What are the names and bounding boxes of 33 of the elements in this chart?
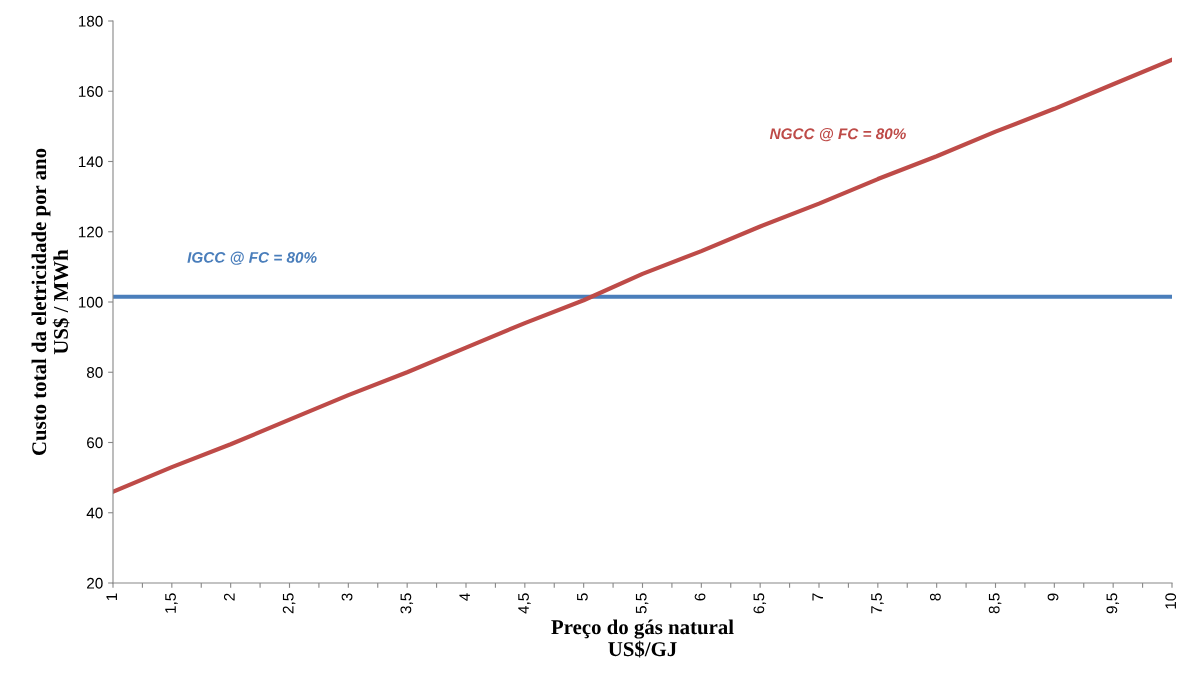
line-series bbox=[113, 57, 1172, 494]
y-tick-label: 60 bbox=[87, 437, 103, 449]
y-tick-label: 120 bbox=[78, 226, 103, 238]
x-tick-label: 6,5 bbox=[753, 593, 767, 614]
x-tick-label: 9,5 bbox=[1106, 593, 1120, 614]
y-tick-label: 140 bbox=[78, 156, 103, 168]
x-tick-label: 2,5 bbox=[282, 593, 296, 614]
y-tick-label: 160 bbox=[78, 86, 103, 97]
x-tick-label: 9 bbox=[1047, 593, 1059, 601]
x-tick-label: 3 bbox=[341, 593, 353, 601]
y-tick-label: 100 bbox=[78, 296, 103, 308]
y-tick-label: 80 bbox=[86, 367, 103, 378]
x-tick-label: 2 bbox=[223, 593, 235, 601]
x-tick-label: 10 bbox=[1165, 593, 1177, 609]
x-axis-title: Preço do gás natural US$/GJ bbox=[551, 619, 734, 658]
x-tick-label: 5 bbox=[577, 593, 588, 601]
text: IGCC @ FC = 80% bbox=[187, 251, 317, 265]
y-tick-label: 20 bbox=[87, 577, 103, 589]
x-tick-label: 8,5 bbox=[988, 593, 1002, 614]
x-tick-label: 8 bbox=[929, 593, 941, 601]
x-tick-label: 6 bbox=[694, 593, 706, 601]
x-tick-label: 7 bbox=[812, 593, 823, 601]
series-label: NGCC @ FC = 80% bbox=[769, 127, 906, 142]
x-tick-label: 1 bbox=[106, 593, 117, 601]
y-axis-title: Custo total da eletricidade por ano US$ / MWh bbox=[31, 148, 70, 456]
x-tick-label: 1,5 bbox=[165, 593, 178, 613]
x-tick-label: 4,5 bbox=[518, 593, 531, 614]
x-tick-label: 4 bbox=[459, 593, 470, 601]
x-tick-label: 5,5 bbox=[635, 593, 649, 614]
y-tick-label: 180 bbox=[78, 15, 103, 27]
x-tick-label: 3,5 bbox=[400, 593, 414, 614]
y-tick-label: 40 bbox=[86, 507, 103, 519]
x-tick-label: 7,5 bbox=[871, 593, 884, 614]
